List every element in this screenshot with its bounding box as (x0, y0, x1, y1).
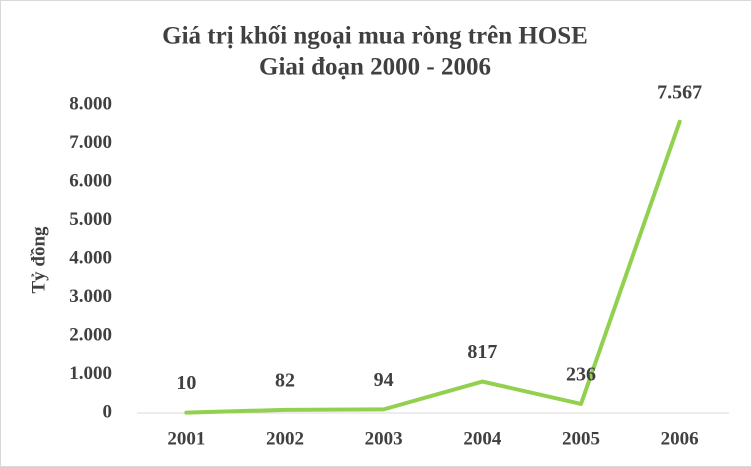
x-tick-label: 2002 (266, 428, 304, 449)
x-tick-label: 2003 (365, 428, 403, 449)
chart-subtitle: Giai đoạn 2000 - 2006 (259, 54, 491, 81)
y-tick-label: 5.000 (69, 209, 112, 230)
data-label: 82 (275, 369, 295, 391)
data-label: 10 (176, 372, 196, 394)
x-tick-label: 2004 (463, 428, 502, 449)
x-tick-label: 2005 (562, 428, 600, 449)
y-tick-label: 4.000 (69, 247, 112, 268)
data-label: 236 (566, 364, 596, 386)
data-label: 7.567 (657, 81, 702, 103)
y-tick-label: 7.000 (69, 132, 112, 153)
y-tick-label: 3.000 (69, 286, 112, 307)
y-tick-label: 6.000 (69, 170, 112, 191)
y-tick-label: 8.000 (69, 93, 112, 114)
y-tick-label: 0 (103, 401, 113, 422)
y-axis-label: Tỷ đồng (28, 226, 49, 294)
data-label: 817 (467, 341, 497, 363)
data-label: 94 (374, 369, 394, 391)
x-tick-label: 2006 (661, 428, 699, 449)
x-tick-label: 2001 (167, 428, 205, 449)
data-line (184, 119, 682, 415)
y-tick-label: 2.000 (69, 324, 112, 345)
chart-title: Giá trị khối ngoại mua ròng trên HOSE (162, 23, 588, 50)
y-tick-label: 1.000 (69, 363, 112, 384)
